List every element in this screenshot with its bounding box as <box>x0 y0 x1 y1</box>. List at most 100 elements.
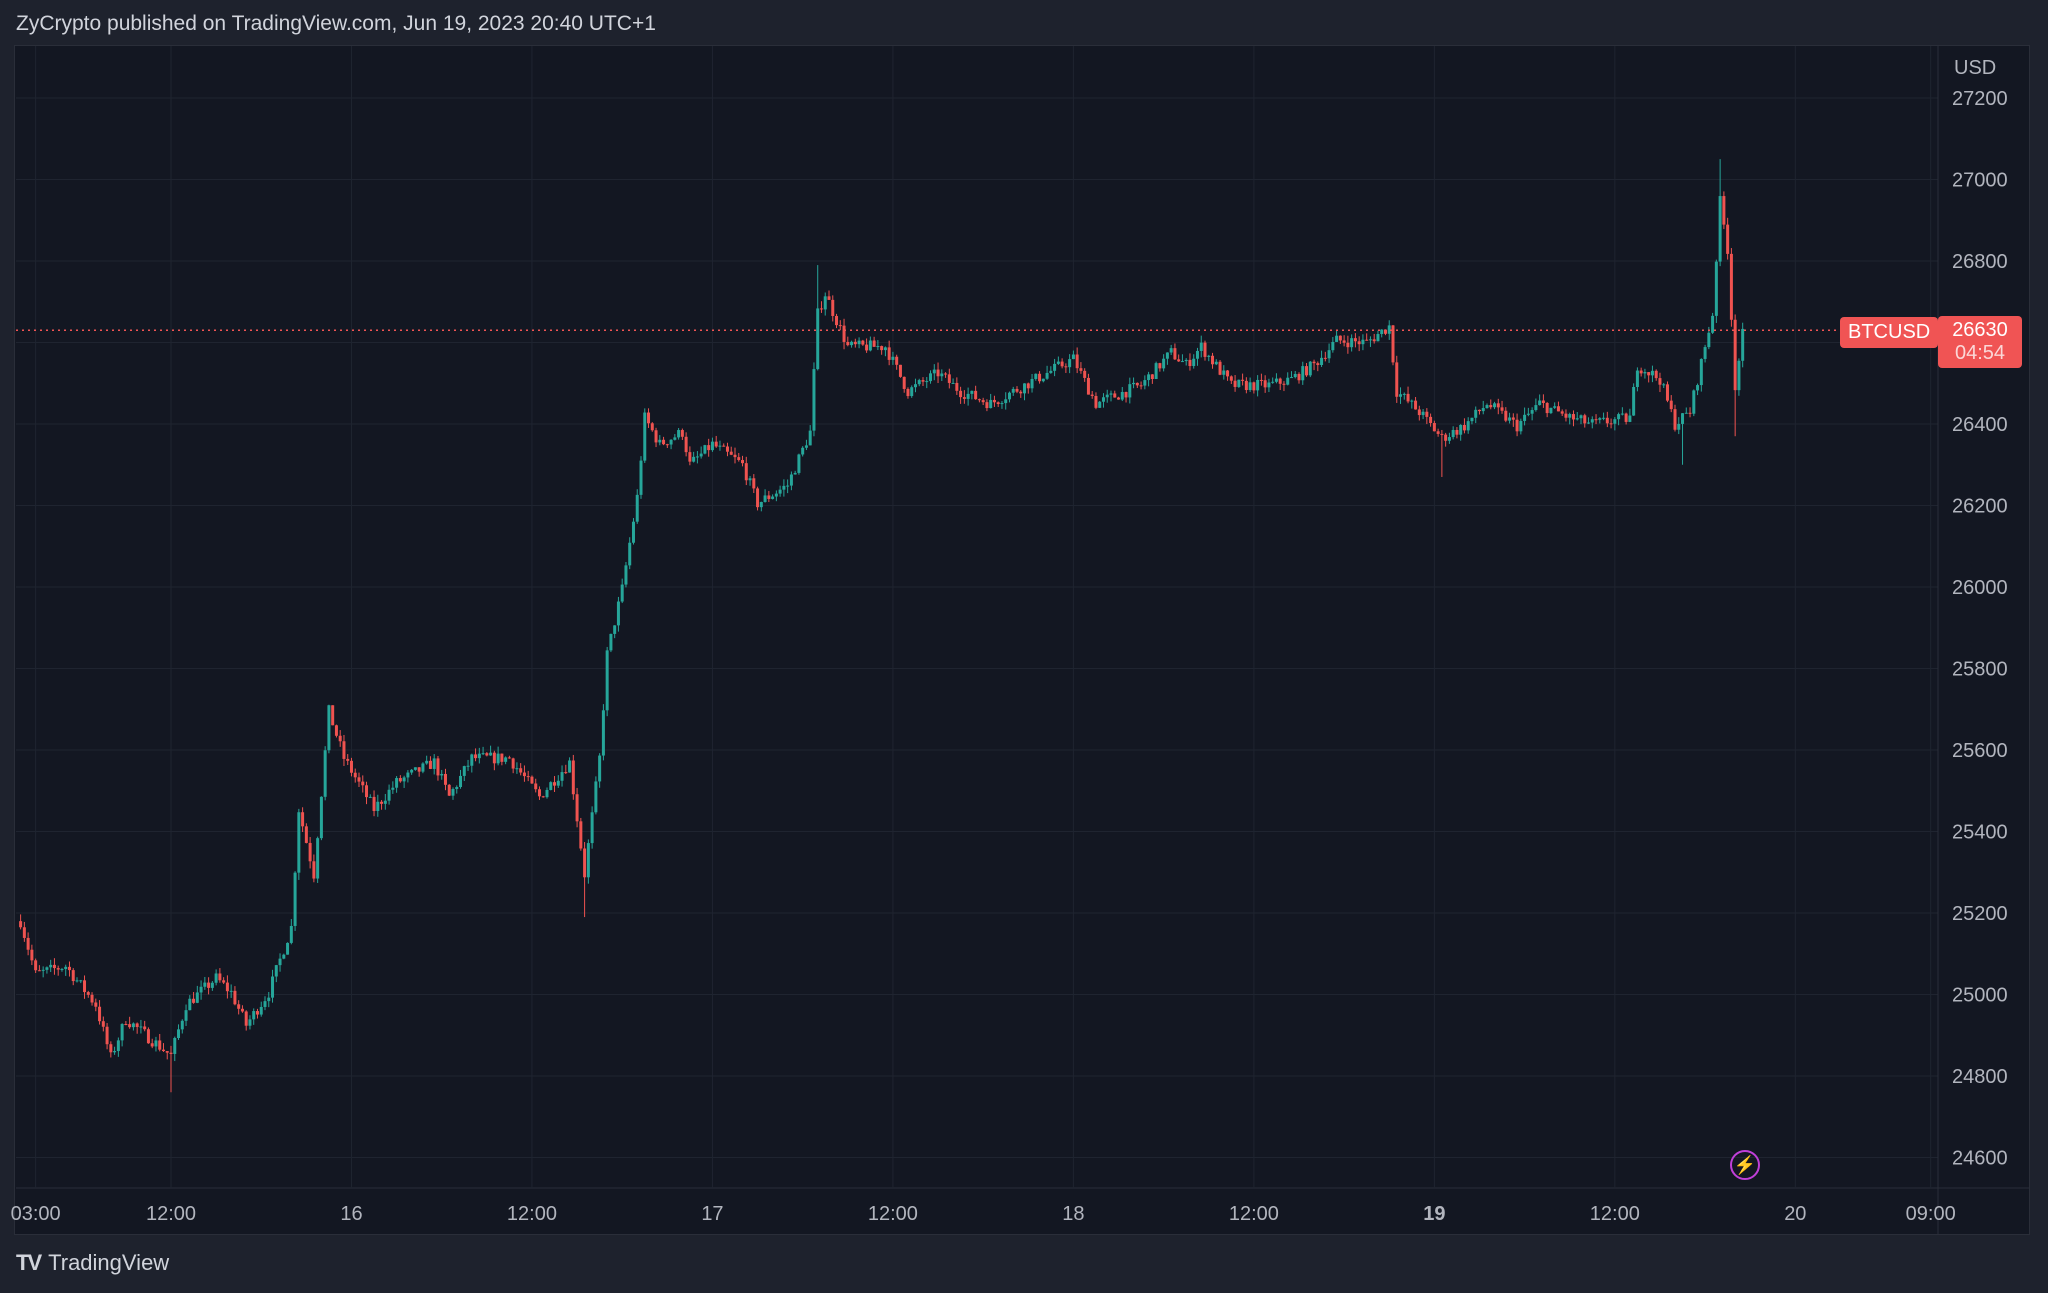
candle-up <box>1331 341 1335 351</box>
candle-down <box>575 794 579 822</box>
candle-down <box>537 789 541 797</box>
candle-up <box>1184 359 1188 362</box>
candle-up <box>1714 261 1718 316</box>
price-tick-label: 26400 <box>1952 414 2008 436</box>
candle-up <box>925 381 929 383</box>
candle-up <box>41 969 45 971</box>
candle-down <box>861 340 865 345</box>
candle-up <box>406 772 410 778</box>
candle-down <box>346 758 350 761</box>
candle-up <box>1271 381 1275 383</box>
time-tick-label: 12:00 <box>1590 1203 1640 1225</box>
candle-up <box>1466 421 1470 431</box>
footer-brand[interactable]: TradingView <box>48 1250 170 1275</box>
candle-down <box>977 399 981 401</box>
candle-up <box>1056 361 1060 364</box>
candle-up <box>1699 358 1703 386</box>
candle-up <box>857 340 861 345</box>
candle-down <box>955 382 959 391</box>
candle-down <box>1282 383 1286 385</box>
candle-up <box>1011 388 1015 393</box>
candle-down <box>1425 411 1429 417</box>
candle-down <box>1665 384 1669 401</box>
candle-down <box>725 446 729 452</box>
candle-up <box>1459 424 1463 435</box>
candle-down <box>19 921 23 928</box>
candle-down <box>1639 370 1643 374</box>
candle-down <box>650 423 654 431</box>
candle-down <box>1594 419 1598 421</box>
candle-up <box>1071 354 1075 360</box>
candle-up <box>49 964 53 968</box>
price-tick-label: 27200 <box>1952 88 2008 110</box>
candle-up <box>1361 339 1365 345</box>
candle-down <box>564 772 568 774</box>
candle-up <box>1109 393 1113 395</box>
candle-down <box>1094 395 1098 408</box>
candle-up <box>1635 370 1639 387</box>
candle-down <box>741 460 745 464</box>
candle-down <box>1609 423 1613 425</box>
candle-up <box>1692 390 1696 414</box>
candle-up <box>210 982 214 988</box>
candle-up <box>1068 359 1072 368</box>
candle-up <box>1169 348 1173 353</box>
candle-up <box>624 565 628 585</box>
time-tick-label: 12:00 <box>868 1203 918 1225</box>
candle-down <box>992 399 996 403</box>
candle-up <box>432 758 436 769</box>
candle-up <box>75 980 79 982</box>
candle-down <box>1406 393 1410 402</box>
candle-up <box>631 521 635 543</box>
candle-down <box>109 1044 113 1053</box>
candle-up <box>1643 372 1647 374</box>
candle-down <box>357 777 361 782</box>
candle-up <box>1101 397 1105 402</box>
candle-up <box>759 501 763 508</box>
candle-up <box>951 382 955 384</box>
candle-up <box>440 773 444 776</box>
candle-up <box>1154 363 1158 380</box>
candle-down <box>169 1052 173 1054</box>
candle-up <box>673 437 677 440</box>
price-tick-label: 26800 <box>1952 251 2008 273</box>
candle-down <box>372 796 376 812</box>
candle-down <box>417 767 421 772</box>
candle-up <box>116 1040 120 1052</box>
candle-up <box>1399 394 1403 397</box>
candle-up <box>586 843 590 878</box>
candle-up <box>470 754 474 766</box>
candle-down <box>947 374 951 383</box>
candle-up <box>214 973 218 983</box>
candle-down <box>1455 429 1459 435</box>
candle-up <box>1711 315 1715 333</box>
candle-up <box>1681 413 1685 424</box>
candle-up <box>45 967 49 970</box>
candle-up <box>1120 391 1124 400</box>
candle-down <box>729 451 733 455</box>
candle-down <box>887 347 891 360</box>
candle-up <box>1707 332 1711 348</box>
candle-up <box>1327 350 1331 359</box>
candle-down <box>304 826 308 843</box>
candle-up <box>323 750 327 797</box>
tradingview-logo-icon[interactable]: TV <box>16 1250 42 1275</box>
lightning-icon[interactable]: ⚡ <box>1730 1150 1760 1180</box>
candle-up <box>376 801 380 812</box>
candle-down <box>1090 394 1094 396</box>
candle-up <box>64 966 68 970</box>
candle-up <box>1267 382 1271 388</box>
candle-up <box>1214 361 1218 365</box>
candle-down <box>654 430 658 443</box>
candle-up <box>1004 399 1008 404</box>
candle-up <box>797 454 801 473</box>
candle-down <box>579 821 583 849</box>
candle-down <box>225 982 229 992</box>
candle-down <box>30 949 34 961</box>
candle-down <box>218 973 222 981</box>
candle-down <box>1139 385 1143 387</box>
chart-frame <box>14 45 2030 1235</box>
candle-up <box>1481 408 1485 412</box>
candle-up <box>1376 334 1380 342</box>
